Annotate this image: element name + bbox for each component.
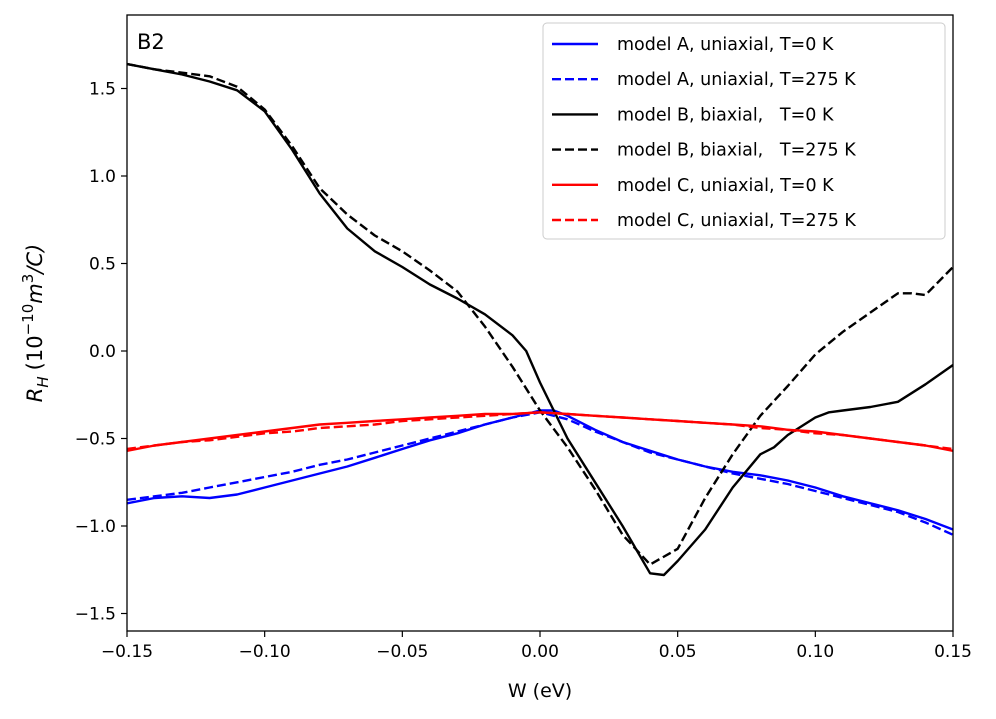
x-tick-label: −0.15 — [101, 642, 153, 662]
legend-entries: model A, uniaxial, T=0 K model A, uniaxia… — [552, 35, 856, 231]
y-label-unit-close: /C) — [23, 244, 47, 276]
y-axis-ticks: −1.5 −1.0 −0.5 0.0 0.5 1.0 1.5 — [75, 80, 127, 625]
x-tick-label: −0.10 — [239, 642, 291, 662]
y-tick-label: 1.5 — [89, 80, 116, 100]
series-line-4 — [127, 62, 953, 566]
x-axis-ticks: −0.15 −0.10 −0.05 0.00 0.05 0.10 0.15 — [101, 631, 972, 662]
y-label-subscript: H — [34, 376, 52, 387]
x-tick-label: −0.05 — [376, 642, 428, 662]
y-label-exponent: −10 — [19, 304, 37, 336]
x-tick-label: 0.10 — [796, 642, 834, 662]
y-label-unit-exponent: 3 — [19, 274, 37, 284]
y-label-unit-m: m — [23, 283, 47, 303]
series-line-1 — [127, 409, 953, 531]
y-tick-label: 1.0 — [89, 167, 116, 187]
legend: model A, uniaxial, T=0 K model A, uniaxia… — [542, 22, 946, 240]
y-tick-label: 0.5 — [89, 255, 116, 275]
series-line-5 — [127, 411, 953, 452]
legend-box — [542, 22, 946, 240]
legend-label-3: model B, biaxial, T=0 K — [617, 105, 834, 125]
x-axis-label: W (eV) — [508, 680, 572, 702]
series-line-6 — [127, 411, 953, 451]
legend-label-6: model C, uniaxial, T=275 K — [617, 211, 856, 231]
y-axis-label: RH (10−10m3/C) — [19, 244, 52, 402]
x-tick-label: 0.05 — [659, 642, 697, 662]
legend-label-1: model A, uniaxial, T=0 K — [617, 35, 834, 55]
y-label-base: R — [23, 388, 47, 403]
y-label-unit-open: (10 — [23, 335, 47, 370]
panel-label: B2 — [137, 30, 165, 54]
x-tick-label: 0.15 — [934, 642, 972, 662]
series-layer — [127, 62, 953, 577]
y-tick-label: −1.5 — [75, 605, 116, 625]
legend-label-2: model A, uniaxial, T=275 K — [617, 70, 856, 90]
y-tick-label: −1.0 — [75, 517, 116, 537]
x-tick-label: 0.00 — [521, 642, 559, 662]
series-line-3 — [127, 62, 953, 577]
y-tick-label: −0.5 — [75, 430, 116, 450]
legend-label-5: model C, uniaxial, T=0 K — [617, 176, 834, 196]
legend-label-4: model B, biaxial, T=275 K — [617, 141, 856, 161]
y-tick-label: 0.0 — [89, 342, 116, 362]
